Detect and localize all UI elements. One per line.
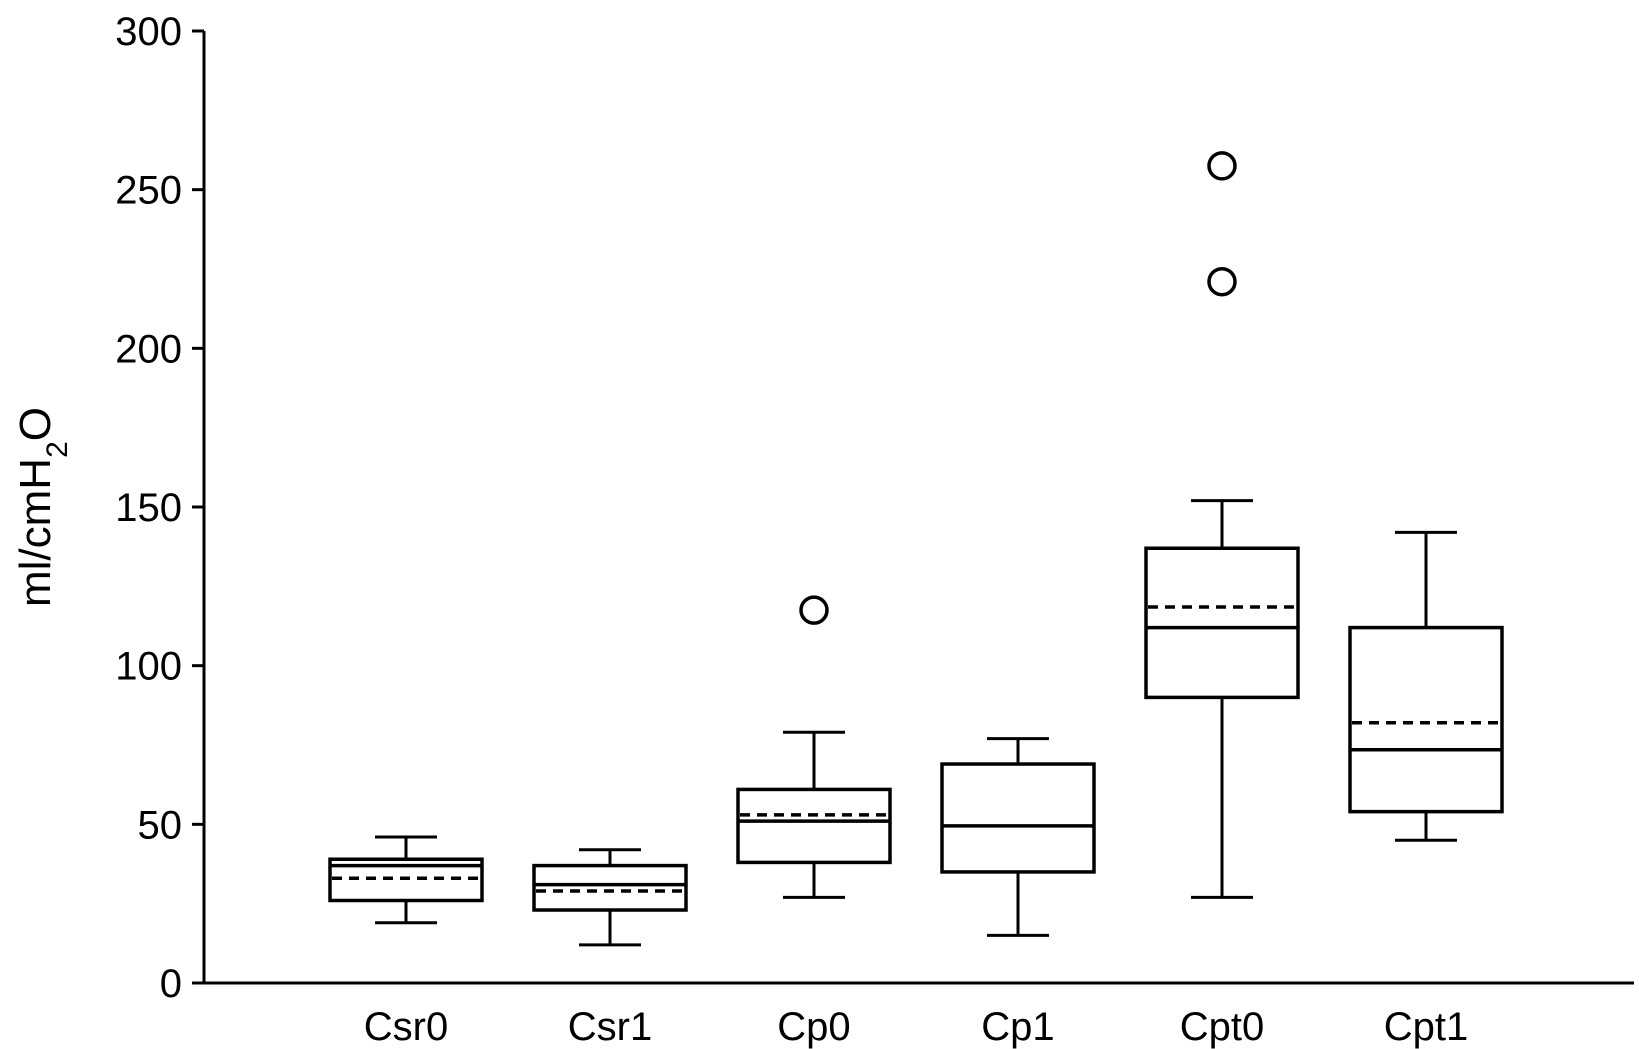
y-tick-label: 100 — [115, 645, 182, 689]
y-tick-label: 300 — [115, 10, 182, 54]
y-axis-label: ml/cmH2O — [11, 407, 74, 607]
y-tick-label: 0 — [160, 962, 182, 1006]
box-cpt0 — [1144, 151, 1300, 899]
y-tick-label: 250 — [115, 169, 182, 213]
x-ticks: Csr0 Csr1 Cp0 Cp1 Cpt0 Cpt1 — [364, 1005, 1468, 1049]
box-csr1 — [532, 848, 688, 947]
x-tick-label: Cp0 — [777, 1005, 850, 1049]
box-iqr — [1348, 625, 1504, 814]
box-cp1 — [940, 737, 1096, 937]
box-iqr — [532, 863, 688, 912]
x-tick-label: Cpt0 — [1180, 1005, 1265, 1049]
box-cpt1 — [1348, 530, 1504, 842]
box-iqr — [1144, 546, 1300, 700]
y-axis-label-prefix: ml/cmH — [11, 458, 60, 607]
x-tick-label: Csr1 — [568, 1005, 652, 1049]
box-iqr — [328, 857, 484, 903]
x-tick-label: Cpt1 — [1384, 1005, 1469, 1049]
box-iqr — [736, 787, 892, 865]
outlier-point — [1207, 151, 1237, 181]
box-iqr — [940, 762, 1096, 874]
y-ticks: 0 50 100 150 200 250 300 — [115, 10, 204, 1006]
y-tick-label: 50 — [138, 803, 183, 847]
x-tick-label: Csr0 — [364, 1005, 448, 1049]
y-tick-label: 150 — [115, 486, 182, 530]
boxes — [328, 151, 1504, 947]
outlier-point — [1207, 266, 1237, 297]
box-csr0 — [328, 835, 484, 925]
y-axis-label-suffix: O — [11, 407, 60, 441]
outlier-point — [799, 595, 829, 625]
y-tick-label: 200 — [115, 327, 182, 371]
y-axis-label-subscript: 2 — [41, 441, 74, 458]
x-tick-label: Cp1 — [981, 1005, 1054, 1049]
box-cp0 — [736, 595, 892, 899]
